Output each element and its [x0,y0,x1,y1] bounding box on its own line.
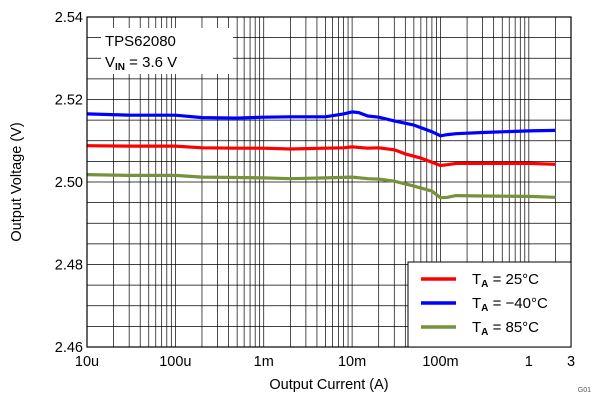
x-tick-label: 100m [422,354,458,370]
series-line-3 [86,173,556,200]
y-tick-labels: 2.46 2.48 2.50 2.52 2.54 [55,10,83,356]
figure-id: G01 [578,387,591,394]
plot-frame [86,16,572,348]
series-layer [86,110,556,200]
annotation-vin-sub: IN [115,62,125,73]
x-tick-label: 1 [525,354,533,370]
y-axis-label: Output Voltage (V) [9,122,25,241]
annotation-device: TPS62080 [105,33,176,50]
series-line-1 [86,144,556,168]
x-tick-label: 1m [254,354,274,370]
y-tick-label: 2.50 [55,175,83,191]
x-tick-label: 100u [159,354,191,370]
annotation-vin-main: V [105,54,115,71]
x-tick-label: 10m [338,354,366,370]
y-tick-label: 2.48 [55,258,83,274]
legend-label-2: TA = −40°C [472,295,548,314]
x-axis-label: Output Current (A) [269,377,388,393]
x-tick-labels: 10u 100u 1m 10m 100m 1 3 [75,354,575,370]
series-line-2 [86,110,556,138]
annotation-vin: VIN = 3.6 V [105,54,177,73]
legend-label-1: TA = 25°C [472,271,539,290]
annotation-background [101,28,233,74]
x-tick-label: 10u [75,354,99,370]
legend-label-3: TA = 85°C [472,319,539,338]
annotation-vin-rest: = 3.6 V [125,54,177,71]
legend: TA = 25°C TA = −40°C TA = 85°C [407,261,572,348]
y-tick-label: 2.46 [55,340,83,356]
y-tick-label: 2.52 [55,93,83,109]
y-tick-label: 2.54 [55,10,83,26]
x-tick-label: 3 [567,354,575,370]
